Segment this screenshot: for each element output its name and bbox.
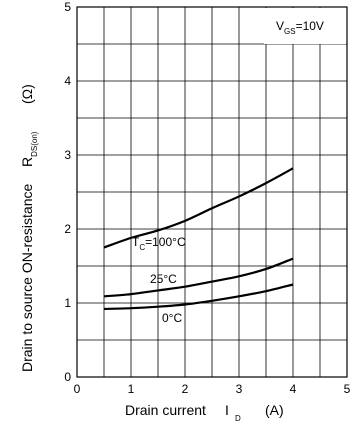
series-label-0c: 0°C [162, 311, 182, 325]
series-label-25c: 25°C [150, 272, 177, 286]
y-tick-labels: 0 1 2 3 4 5 [64, 0, 71, 384]
y-tick-label: 0 [64, 370, 71, 384]
x-tick-label: 0 [74, 382, 81, 396]
y-axis-symbol: RDS(on) [19, 131, 39, 167]
grid [77, 7, 347, 377]
x-tick-labels: 0 1 2 3 4 5 [74, 382, 351, 396]
condition-box: VGS=10V [264, 8, 346, 44]
x-tick-label: 5 [344, 382, 351, 396]
series-line-2 [103, 283, 294, 311]
y-tick-label: 2 [64, 222, 71, 236]
y-axis-title: Drain to source ON-resistance RDS(on) (Ω… [19, 84, 39, 372]
y-tick-label: 5 [64, 0, 71, 14]
x-tick-label: 3 [236, 382, 243, 396]
x-tick-label: 2 [182, 382, 189, 396]
svg-text:Drain to source ON-resistance: Drain to source ON-resistance [19, 183, 35, 372]
curves [103, 167, 294, 311]
y-axis-unit: (Ω) [19, 84, 35, 104]
y-tick-label: 4 [64, 74, 71, 88]
y-tick-label: 1 [64, 296, 71, 310]
x-axis-title: Drain current (A) [125, 402, 284, 418]
condition-label: VGS=10V [276, 19, 324, 36]
y-tick-label: 3 [64, 148, 71, 162]
x-tick-label: 4 [290, 382, 297, 396]
x-tick-label: 1 [128, 382, 135, 396]
x-axis-symbol: ID [225, 402, 241, 423]
series-line-1 [103, 257, 294, 298]
series-line-0 [103, 167, 294, 249]
series-label-100c: TC=100°C [132, 235, 186, 252]
